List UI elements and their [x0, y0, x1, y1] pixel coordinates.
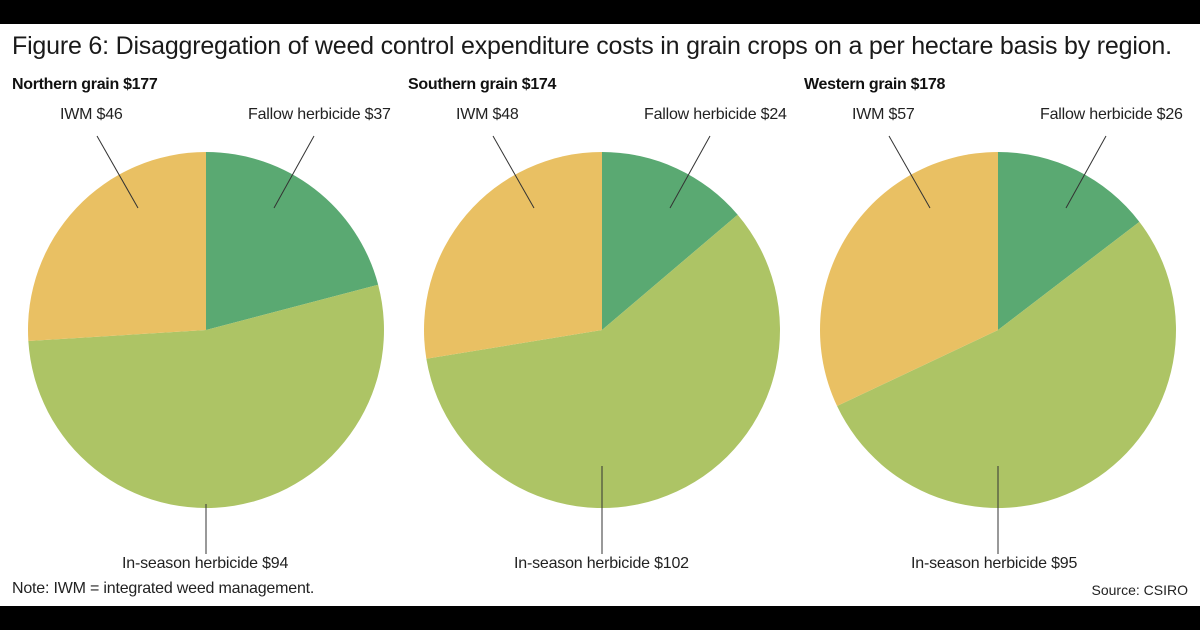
figure-frame: Figure 6: Disaggregation of weed control… — [0, 24, 1200, 606]
pie-charts — [27, 135, 1176, 554]
label-western-inseason: In-season herbicide $95 — [911, 555, 1078, 572]
pie-slice-northern-fallow — [206, 152, 379, 330]
panel-title-southern: Southern grain $174 — [408, 76, 557, 93]
leader-line-western-fallow — [1065, 135, 1107, 209]
label-northern-inseason: In-season herbicide $94 — [122, 555, 289, 572]
label-southern-fallow: Fallow herbicide $24 — [644, 106, 787, 123]
panel-title-western: Western grain $178 — [804, 76, 946, 93]
label-western-fallow: Fallow herbicide $26 — [1040, 106, 1183, 123]
pie-slice-western-inseason — [837, 221, 1176, 508]
panel-title-northern: Northern grain $177 — [12, 76, 158, 93]
label-northern-iwm: IWM $46 — [60, 106, 123, 123]
leader-line-southern-iwm — [492, 135, 535, 209]
pie-slice-southern-iwm — [423, 151, 602, 359]
pie-slice-southern-fallow — [602, 152, 738, 330]
leader-line-northern-iwm — [96, 135, 139, 209]
label-southern-inseason: In-season herbicide $102 — [514, 555, 689, 572]
label-northern-fallow: Fallow herbicide $37 — [248, 106, 391, 123]
label-western-iwm: IWM $57 — [852, 106, 915, 123]
pie-slice-western-iwm — [820, 152, 998, 407]
figure-title: Figure 6: Disaggregation of weed control… — [12, 32, 1172, 60]
pie-slice-northern-inseason — [28, 284, 384, 508]
source-credit: Source: CSIRO — [1091, 582, 1188, 598]
pie-slice-western-fallow — [998, 152, 1140, 330]
footnote: Note: IWM = integrated weed management. — [12, 580, 315, 597]
label-southern-iwm: IWM $48 — [456, 106, 519, 123]
pie-slice-northern-iwm — [27, 152, 206, 342]
leader-line-western-iwm — [888, 135, 931, 209]
leader-line-southern-fallow — [669, 135, 711, 209]
leader-line-northern-fallow — [273, 135, 315, 209]
pie-slice-southern-inseason — [426, 214, 780, 509]
